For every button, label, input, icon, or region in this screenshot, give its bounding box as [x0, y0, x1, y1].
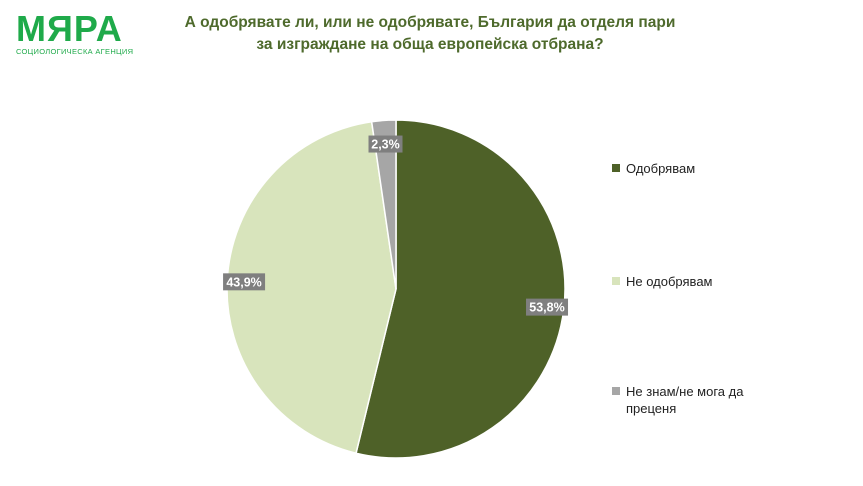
- data-label-box-dont-know: [368, 135, 403, 153]
- legend-item-dont-know: Не знам/не мога да преценя: [612, 383, 752, 417]
- legend-swatch-dont-know: [612, 387, 620, 395]
- data-label-text-approve: 53,8%: [529, 301, 564, 315]
- chart-title: А одобрявате ли, или не одобрявате, Бълг…: [150, 12, 710, 56]
- logo-subtitle: СОЦИОЛОГИЧЕСКА АГЕНЦИЯ: [16, 47, 134, 56]
- chart-title-line-1: А одобрявате ли, или не одобрявате, Бълг…: [184, 14, 676, 31]
- data-label-box-disapprove: [223, 273, 266, 291]
- legend-label-approve: Одобрявам: [626, 161, 696, 176]
- legend-swatch-disapprove: [612, 277, 620, 285]
- data-label-approve: 53,8%: [526, 298, 569, 316]
- data-label-box-approve: [526, 298, 569, 316]
- legend-label-disapprove: Не одобрявам: [626, 274, 713, 289]
- data-label-text-disapprove: 43,9%: [226, 275, 261, 289]
- data-label-disapprove: 43,9%: [223, 273, 266, 291]
- legend-item-disapprove: Не одобрявам: [612, 273, 812, 290]
- data-label-text-dont-know: 2,3%: [371, 138, 400, 152]
- pie-slice-dont-know: [370, 119, 397, 290]
- legend-label-dont-know: Не знам/не мога да преценя: [626, 384, 744, 416]
- logo: МЯРА СОЦИОЛОГИЧЕСКА АГЕНЦИЯ: [16, 8, 134, 57]
- legend-swatch-approve: [612, 164, 620, 172]
- logo-wordmark: МЯРА: [16, 8, 123, 49]
- data-label-dont-know: 2,3%: [368, 135, 403, 153]
- chart-title-line-2: за изграждане на обща европейска отбрана…: [256, 36, 604, 53]
- legend-item-approve: Одобрявам: [612, 160, 812, 177]
